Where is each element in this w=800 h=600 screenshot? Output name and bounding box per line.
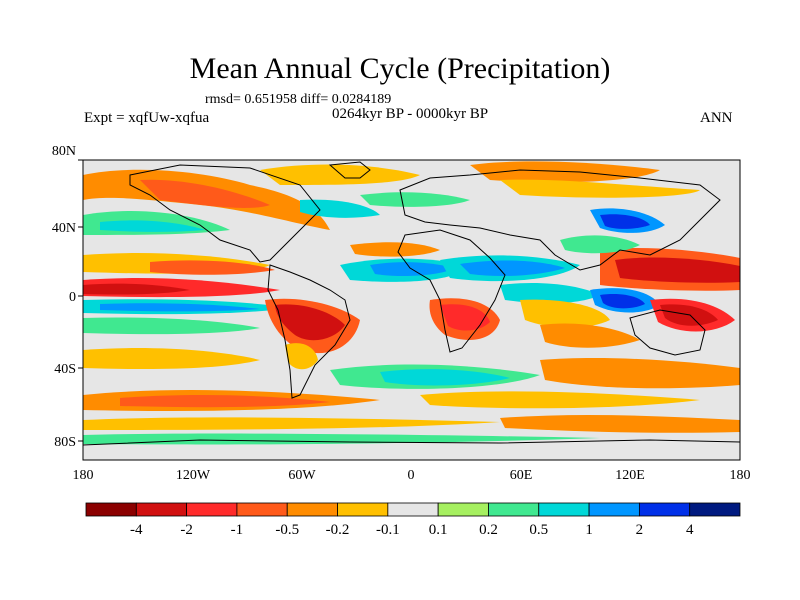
lon-tick-label: 120E bbox=[615, 468, 645, 483]
colorbar-swatch bbox=[286, 502, 338, 517]
colorbar-label: -2 bbox=[180, 522, 193, 538]
colorbar-label: 0.5 bbox=[529, 522, 548, 538]
colorbar-swatch bbox=[236, 502, 288, 517]
lon-tick-label: 0 bbox=[408, 468, 415, 483]
lat-tick-label: 80S bbox=[54, 435, 76, 450]
season-label: ANN bbox=[700, 110, 733, 126]
colorbar-label: 0.1 bbox=[429, 522, 448, 538]
colorbar-label: -0.5 bbox=[275, 522, 299, 538]
lat-tick-label: 40S bbox=[54, 362, 76, 377]
colorbar-swatch bbox=[85, 502, 137, 517]
lon-tick-label: 60E bbox=[510, 468, 533, 483]
coastlines bbox=[83, 161, 740, 446]
lon-tick-label: 120W bbox=[176, 468, 211, 483]
lat-tick-label: 80N bbox=[52, 144, 76, 159]
colorbar-label: 2 bbox=[636, 522, 644, 538]
experiment-label: Expt = xqfUw-xqfua bbox=[84, 110, 210, 126]
colorbar-label: 0.2 bbox=[479, 522, 498, 538]
colorbar-label: -4 bbox=[130, 522, 143, 538]
colorbar-label: 4 bbox=[686, 522, 694, 538]
colorbar-swatch bbox=[638, 502, 691, 517]
time-period-label: 0264kyr BP - 0000kyr BP bbox=[331, 106, 489, 122]
colorbar-swatch bbox=[387, 502, 439, 517]
colorbar-swatch bbox=[588, 502, 640, 517]
colorbar-label: -0.2 bbox=[326, 522, 350, 538]
longitude-axis: 180 120W 60W 0 60E 120E 180 bbox=[73, 468, 751, 483]
colorbar-label: -1 bbox=[231, 522, 244, 538]
lat-tick-label: 0 bbox=[69, 290, 76, 305]
colorbar: -4 -2 -1 -0.5 -0.2 -0.1 0.1 0.2 0.5 1 2 4 bbox=[85, 502, 741, 538]
lon-tick-label: 60W bbox=[288, 468, 316, 483]
latitude-axis: 80N 40N 0 40S 80S bbox=[52, 144, 83, 450]
lat-tick-label: 40N bbox=[52, 221, 76, 236]
colorbar-swatch bbox=[135, 502, 188, 517]
colorbar-swatch bbox=[689, 502, 741, 517]
rmsd-diff-stats: rmsd= 0.651958 diff= 0.0284189 bbox=[205, 92, 392, 107]
colorbar-swatch bbox=[437, 502, 489, 517]
colorbar-swatch bbox=[337, 502, 389, 517]
lon-tick-label: 180 bbox=[730, 468, 751, 483]
colorbar-label: -0.1 bbox=[376, 522, 400, 538]
plot-title: Mean Annual Cycle (Precipitation) bbox=[189, 52, 611, 85]
colorbar-label: 1 bbox=[585, 522, 593, 538]
colorbar-swatch bbox=[488, 502, 540, 517]
lon-tick-label: 180 bbox=[73, 468, 94, 483]
colorbar-swatch bbox=[186, 502, 238, 517]
precipitation-anomaly-field bbox=[83, 161, 740, 445]
colorbar-swatch bbox=[538, 502, 590, 517]
